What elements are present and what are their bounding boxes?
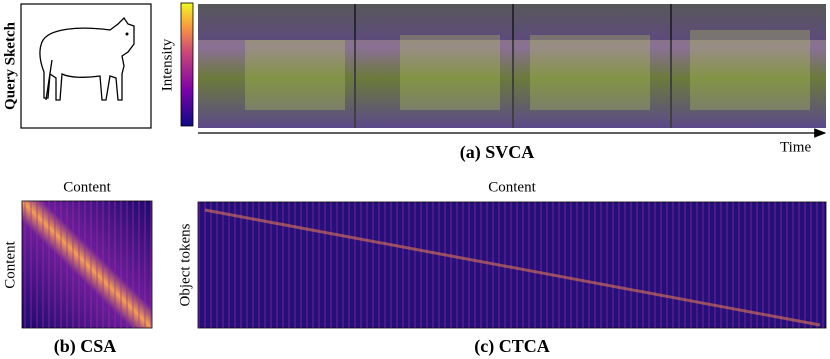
attention-patch bbox=[530, 35, 650, 110]
colorbar bbox=[180, 2, 194, 127]
y-label: Object tokens bbox=[177, 223, 193, 306]
caption: (c) CTCA bbox=[474, 336, 549, 357]
sketch-label: Query Sketch bbox=[2, 21, 18, 110]
y-label: Content bbox=[2, 240, 18, 288]
attention-patch bbox=[245, 40, 345, 110]
colorbar-label: Intensity bbox=[159, 38, 175, 91]
time-label: Time bbox=[780, 139, 811, 155]
frames bbox=[198, 4, 826, 128]
csa-texture bbox=[22, 201, 152, 328]
x-label: Content bbox=[488, 179, 536, 195]
frame bbox=[356, 4, 512, 128]
caption: (b) CSA bbox=[54, 336, 117, 357]
attention-patch bbox=[400, 35, 500, 110]
caption: (a) SVCA bbox=[460, 142, 535, 163]
sketch-box bbox=[20, 3, 152, 129]
x-label: Content bbox=[63, 179, 111, 195]
frame-shade bbox=[198, 4, 826, 40]
ctca-diagonal bbox=[204, 208, 821, 327]
frame bbox=[198, 4, 354, 128]
attention-patch bbox=[690, 30, 810, 110]
sketch-eye bbox=[125, 32, 129, 36]
frame bbox=[514, 4, 670, 128]
frame bbox=[672, 4, 826, 128]
sketch-cow bbox=[39, 16, 135, 101]
